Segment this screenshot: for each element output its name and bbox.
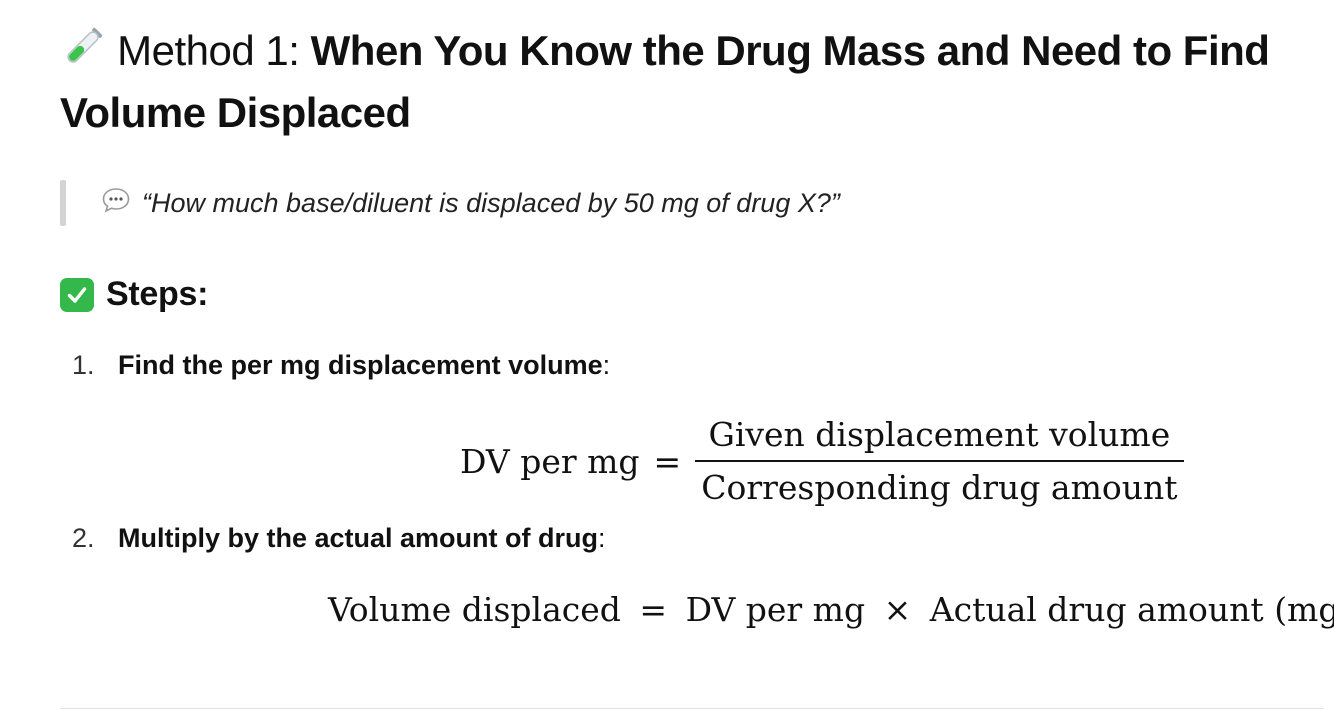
check-mark-icon: [60, 277, 94, 312]
blockquote: “How much base/diluent is displaced by 5…: [60, 180, 1060, 226]
equation-term: Actual drug amount: [929, 590, 1264, 629]
fraction-numerator: Given displacement volume: [708, 415, 1171, 454]
list-item: 2. Multiply by the actual amount of drug…: [72, 523, 606, 554]
section-divider: [60, 708, 1324, 709]
blockquote-bar: [60, 180, 66, 226]
speech-bubble-icon: [102, 187, 130, 220]
fraction-bar: [695, 460, 1184, 462]
list-number: 2.: [72, 523, 95, 553]
quote-text: “How much base/diluent is displaced by 5…: [142, 187, 840, 218]
heading-lead: Method 1:: [117, 27, 300, 74]
steps-heading: Steps:: [60, 275, 208, 314]
fraction: Given displacement volume Corresponding …: [695, 415, 1184, 507]
list-item: 1. Find the per mg displacement volume:: [72, 350, 610, 381]
step-suffix: :: [598, 523, 606, 553]
equation-dv-per-mg: DV per mg = Given displacement volume Co…: [460, 415, 1184, 507]
section-heading: Method 1: When You Know the Drug Mass an…: [60, 22, 1325, 142]
step-label: Multiply by the actual amount of drug: [118, 523, 599, 553]
equals-sign: =: [653, 441, 682, 481]
step-suffix: :: [602, 350, 611, 380]
equation-unit: (mg): [1274, 590, 1334, 629]
test-tube-icon: [60, 25, 106, 84]
multiply-sign: ×: [883, 590, 912, 629]
steps-heading-text: Steps:: [106, 275, 209, 313]
list-number: 1.: [72, 350, 95, 380]
step-label: Find the per mg displacement volume: [118, 350, 603, 380]
equation-volume-displaced: Volume displaced = DV per mg × Actual dr…: [328, 590, 1334, 629]
equation-lhs: DV per mg: [460, 441, 640, 481]
fraction-denominator: Corresponding drug amount: [701, 468, 1178, 507]
equals-sign: =: [639, 590, 668, 629]
heading-title: When You Know the Drug Mass and Need to …: [60, 27, 1270, 136]
equation-term: DV per mg: [685, 590, 866, 629]
equation-lhs: Volume displaced: [328, 590, 621, 629]
